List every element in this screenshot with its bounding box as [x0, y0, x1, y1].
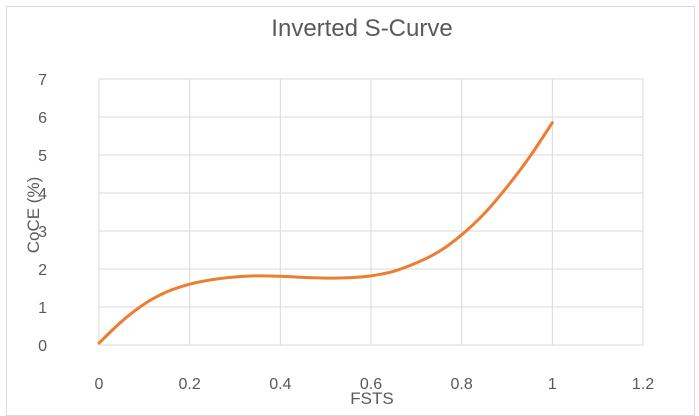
series-line [97, 121, 554, 345]
y-tick-label: 2 [38, 262, 47, 279]
y-axis-label: CoCE (%) [24, 177, 43, 254]
y-tick-label: 0 [38, 338, 47, 355]
y-tick-label: 6 [38, 110, 47, 127]
y-tick-label: 4 [38, 186, 47, 203]
x-tick-label: 0.6 [360, 376, 382, 393]
y-tick-label: 1 [38, 300, 47, 317]
x-tick-label: 0.8 [451, 376, 473, 393]
x-axis-label: FSTS [350, 389, 393, 408]
x-tick-label: 0.4 [269, 376, 291, 393]
chart-title: Inverted S-Curve [271, 15, 452, 42]
y-tick-label: 3 [38, 224, 47, 241]
x-tick-label: 0.2 [179, 376, 201, 393]
x-tick-label: 1.2 [632, 376, 654, 393]
x-tick-label: 1 [548, 376, 557, 393]
x-tick-label: 0 [95, 376, 104, 393]
y-tick-label: 7 [38, 72, 47, 89]
y-tick-label: 5 [38, 148, 47, 165]
